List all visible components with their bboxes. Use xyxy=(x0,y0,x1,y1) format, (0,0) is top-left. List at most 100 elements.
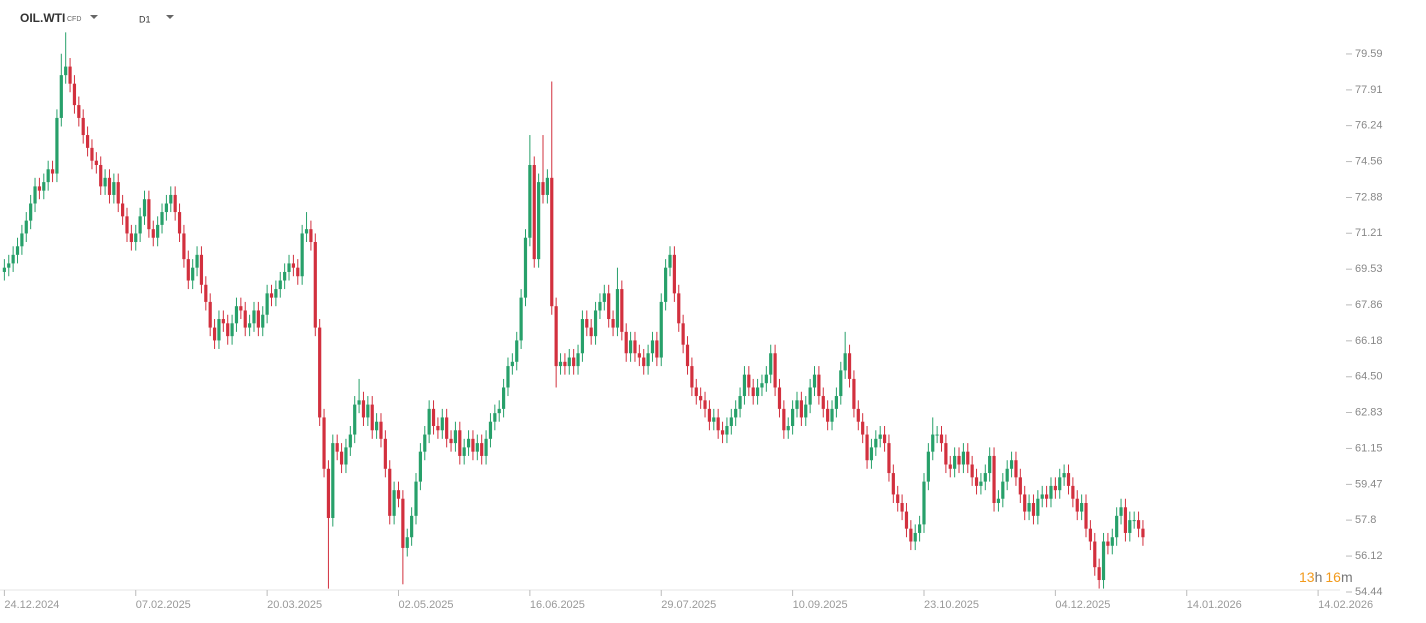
candle-body xyxy=(7,263,11,268)
candle-body xyxy=(1053,485,1057,491)
candle-body xyxy=(1005,468,1009,482)
timeframe[interactable]: D1 xyxy=(139,14,151,24)
candle-body xyxy=(64,66,68,76)
candle-body xyxy=(1023,494,1027,512)
candle-body xyxy=(703,400,707,409)
candle-body xyxy=(221,319,225,324)
y-tick-label: 76.24 xyxy=(1355,120,1383,132)
candle-body xyxy=(1093,541,1097,568)
candle-body xyxy=(847,353,852,379)
candle-body xyxy=(361,400,366,418)
candle-body xyxy=(777,387,782,409)
candle-body xyxy=(462,447,466,456)
y-tick-label: 61.15 xyxy=(1355,442,1383,454)
candle-body xyxy=(996,498,1001,504)
candle-body xyxy=(375,421,379,431)
y-tick-label: 74.56 xyxy=(1355,155,1383,167)
x-tick-label: 20.03.2025 xyxy=(267,599,322,611)
candle-body xyxy=(926,451,930,482)
candle-body xyxy=(142,199,147,217)
candle-body xyxy=(773,353,777,388)
candle-body xyxy=(764,374,768,384)
candle-body xyxy=(523,237,528,298)
candle-body xyxy=(484,438,488,456)
candle-body xyxy=(50,169,55,174)
candle-body xyxy=(974,477,979,486)
candle-body xyxy=(532,164,536,260)
candle-body xyxy=(712,417,716,422)
candle-body xyxy=(195,254,199,268)
candle-body xyxy=(480,443,484,456)
candle-body xyxy=(42,182,46,191)
candle-body xyxy=(291,263,295,268)
candle-body xyxy=(878,434,882,439)
candle-body xyxy=(690,366,694,388)
candle-body xyxy=(791,408,795,426)
candle-body xyxy=(856,408,860,422)
candle-body xyxy=(46,169,50,183)
candle-body xyxy=(383,438,387,469)
candle-body xyxy=(313,242,317,328)
candle-body xyxy=(339,451,344,465)
candle-body xyxy=(147,199,151,230)
candle-body xyxy=(598,301,602,311)
candle-body xyxy=(1115,515,1119,538)
candle-body xyxy=(607,293,611,320)
candle-body xyxy=(423,434,427,452)
candle-body xyxy=(296,267,300,277)
candle-body xyxy=(694,387,698,397)
candle-body xyxy=(979,481,983,486)
candle-body xyxy=(90,147,94,161)
candle-body xyxy=(1119,507,1123,516)
candle-body xyxy=(414,481,418,516)
candle-body xyxy=(129,233,133,243)
candle-body xyxy=(392,490,396,516)
candle-body xyxy=(493,413,497,422)
candle-body xyxy=(37,186,42,191)
plot-area: 79.59 77.91 76.24 74.56 72.88 71.21 69.53 67.86… xyxy=(0,32,1383,611)
candle-body xyxy=(283,271,287,281)
candle-body xyxy=(563,361,567,367)
candle-body xyxy=(747,374,751,388)
x-tick-label: 04.12.2025 xyxy=(1055,599,1110,611)
candle-body xyxy=(558,361,563,367)
candle-body xyxy=(931,434,935,452)
candle-body xyxy=(15,246,20,255)
x-tick-label: 14.01.2026 xyxy=(1187,599,1242,611)
candle-body xyxy=(812,374,817,388)
countdown-hours-unit: h xyxy=(1315,569,1323,585)
candle-body xyxy=(1136,520,1141,529)
candle-body xyxy=(826,408,830,422)
candle-body xyxy=(782,408,786,431)
candle-body xyxy=(309,229,313,243)
candle-body xyxy=(817,374,821,397)
candle-body xyxy=(107,177,112,195)
candle-body xyxy=(755,387,760,397)
candle-body xyxy=(725,425,729,435)
x-tick-label: 16.06.2025 xyxy=(530,599,585,611)
candle-body xyxy=(164,203,169,213)
candle-body xyxy=(593,310,598,337)
candle-body xyxy=(265,293,269,315)
candle-body xyxy=(642,357,646,367)
symbol-dropdown-arrow[interactable] xyxy=(90,15,98,19)
timeframe-dropdown-arrow[interactable] xyxy=(166,15,174,19)
candle-body xyxy=(677,293,681,324)
candle-body xyxy=(256,310,260,328)
candle-body xyxy=(887,443,891,474)
candle-body xyxy=(278,280,282,290)
candle-body xyxy=(843,353,847,371)
candle-body xyxy=(274,289,278,298)
candle-body xyxy=(550,177,554,307)
candle-body xyxy=(1062,473,1066,478)
candle-body xyxy=(24,220,28,234)
candle-body xyxy=(650,340,655,354)
candle-body xyxy=(458,430,462,456)
countdown-hours: 13 xyxy=(1299,569,1315,585)
candle-body xyxy=(953,455,957,469)
candle-body xyxy=(234,306,239,324)
candle-body xyxy=(1009,460,1014,469)
candle-body xyxy=(466,438,471,448)
symbol[interactable]: OIL.WTI xyxy=(20,11,65,25)
